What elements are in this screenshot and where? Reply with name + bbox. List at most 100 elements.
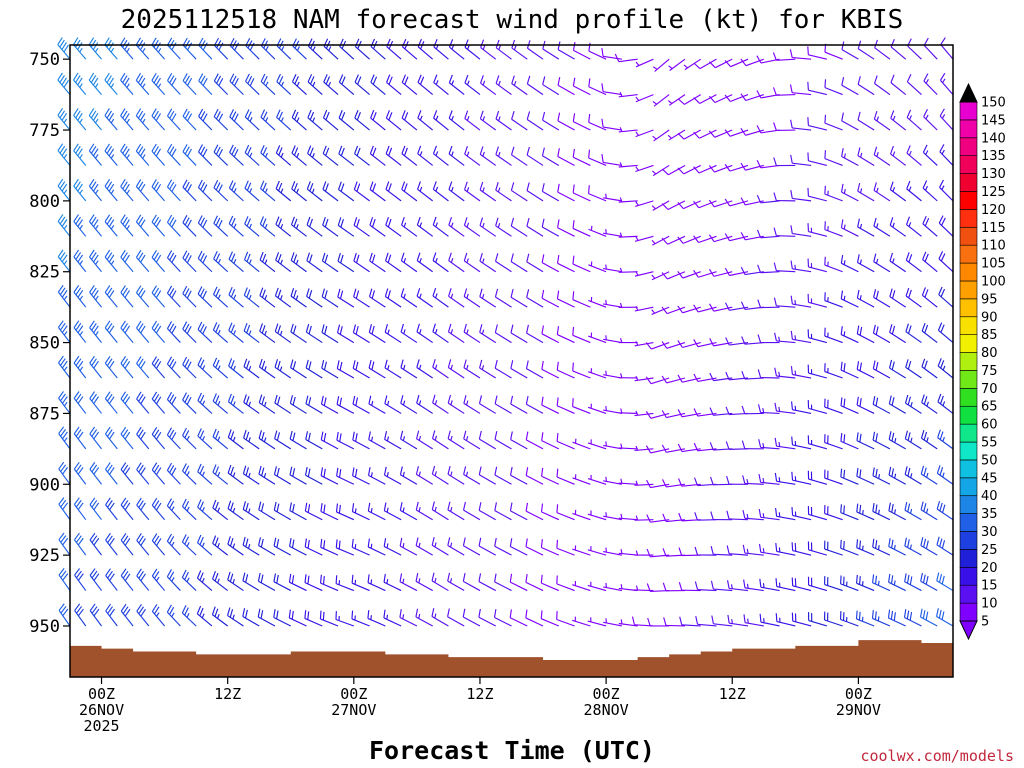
wind-barb — [937, 393, 954, 414]
wind-barb — [338, 74, 355, 96]
wind-barb — [448, 216, 465, 237]
wind-barb — [213, 37, 229, 60]
wind-barb — [588, 261, 607, 273]
wind-barb — [936, 572, 954, 592]
wind-barb — [572, 474, 591, 485]
wind-barb — [212, 428, 229, 450]
wind-barb — [166, 569, 181, 591]
wind-barb — [904, 466, 922, 485]
wind-barb — [120, 497, 134, 521]
wind-barb — [352, 360, 370, 379]
wind-barb — [369, 181, 386, 202]
wind-barb — [120, 533, 134, 556]
wind-barb — [775, 543, 796, 556]
wind-barb — [289, 395, 307, 414]
wind-barb — [494, 573, 512, 592]
wind-barb — [587, 185, 607, 202]
wind-barb — [136, 320, 150, 343]
wind-barb — [431, 572, 449, 592]
wind-barb — [447, 430, 465, 450]
wind-barb — [857, 76, 875, 96]
wind-barb — [661, 235, 686, 245]
x-tick-label: 26NOV — [79, 701, 124, 719]
wind-barb — [708, 129, 733, 138]
wind-barb — [601, 118, 622, 131]
wind-barb — [888, 573, 906, 592]
wind-barb — [151, 497, 166, 521]
wind-barb — [305, 323, 323, 344]
wind-barb — [677, 164, 701, 175]
wind-barb — [151, 108, 166, 131]
wind-barb — [758, 474, 780, 485]
wind-barb — [677, 409, 701, 418]
wind-barb — [824, 150, 843, 166]
wind-barb — [120, 426, 134, 450]
wind-barb — [724, 94, 749, 103]
wind-barb — [677, 200, 701, 210]
wind-barb — [510, 288, 528, 308]
wind-barb — [556, 432, 575, 450]
wind-barb — [905, 252, 922, 273]
wind-barb — [448, 74, 465, 96]
wind-barb — [824, 505, 843, 521]
wind-barb — [572, 398, 591, 414]
wind-barb — [120, 568, 134, 591]
wind-barb — [273, 537, 292, 556]
colorbar-label: 35 — [981, 507, 998, 522]
wind-barb — [385, 110, 402, 131]
wind-barb — [197, 428, 213, 450]
y-tick-label: 800 — [29, 192, 60, 212]
wind-barb — [198, 73, 213, 95]
wind-barb — [182, 215, 197, 237]
wind-barb — [288, 573, 307, 592]
wind-barb — [383, 538, 402, 556]
wind-barb — [463, 217, 481, 237]
wind-barb — [275, 180, 292, 202]
wind-barb — [840, 504, 859, 521]
wind-barb — [856, 289, 875, 308]
colorbar-max-arrow — [959, 82, 978, 103]
wind-barb — [588, 332, 607, 344]
wind-barb — [166, 285, 181, 308]
wind-barb — [510, 324, 528, 344]
wind-barb — [338, 110, 355, 131]
wind-barb — [244, 109, 260, 131]
wind-barb — [693, 164, 717, 174]
wind-barb — [198, 37, 213, 60]
wind-barb — [274, 287, 292, 308]
wind-barb — [197, 499, 213, 521]
wind-barb — [89, 355, 102, 379]
wind-barb — [353, 181, 370, 202]
wind-barb — [526, 40, 544, 60]
wind-barb — [89, 603, 102, 627]
wind-barb — [494, 359, 512, 379]
wind-barb — [197, 357, 213, 379]
wind-barb — [385, 181, 402, 202]
colorbar-label: 25 — [981, 543, 998, 558]
wind-barb — [587, 368, 607, 379]
wind-barb — [104, 426, 118, 450]
wind-barb — [151, 285, 166, 308]
wind-barb — [479, 288, 497, 308]
wind-barb — [432, 359, 449, 379]
wind-barb — [416, 252, 433, 273]
wind-barb — [618, 443, 638, 450]
wind-barb — [432, 216, 449, 237]
wind-barb — [711, 615, 733, 627]
wind-barb — [400, 252, 418, 273]
wind-barb — [105, 568, 118, 591]
wind-barb — [89, 426, 102, 450]
wind-barb — [668, 58, 686, 71]
wind-barb — [306, 252, 323, 273]
wind-barb — [260, 38, 276, 60]
wind-barb — [905, 287, 922, 308]
wind-barb — [228, 286, 244, 308]
wind-barb — [479, 324, 497, 344]
wind-barb — [872, 396, 891, 414]
wind-barb — [242, 572, 260, 592]
wind-barb — [922, 180, 938, 202]
wind-barb — [336, 324, 355, 344]
wind-barb — [243, 287, 260, 308]
colorbar-segment — [959, 280, 978, 300]
wind-barb — [791, 542, 812, 556]
